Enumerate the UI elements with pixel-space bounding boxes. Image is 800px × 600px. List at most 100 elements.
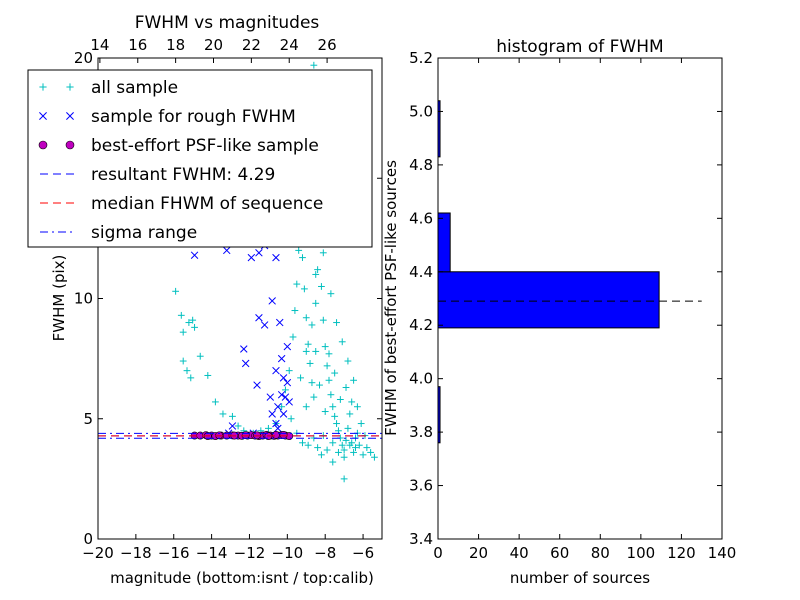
sample-point [211, 398, 219, 406]
sample-point [229, 412, 236, 420]
sample-point [357, 420, 365, 427]
legend-marker [39, 112, 47, 120]
rough-point [253, 381, 261, 389]
sample-point [314, 444, 322, 452]
rough-point [276, 318, 284, 327]
rough-point [274, 424, 282, 433]
rough-point [247, 253, 256, 262]
x-tick-label: −18 [120, 544, 152, 562]
legend-entry: median FHWM of sequence [40, 194, 323, 214]
sample-point [355, 441, 363, 449]
sample-point [329, 403, 337, 411]
rough-point [283, 342, 292, 351]
x-tick-label: −10 [272, 544, 304, 562]
legend-marker [39, 83, 47, 91]
sample-point [191, 323, 198, 331]
rough-point [255, 249, 263, 257]
sample-point [325, 350, 333, 358]
x-tick-label: −20 [82, 544, 114, 562]
rough-point [255, 313, 263, 322]
sample-point [289, 333, 297, 341]
legend-label: sigma range [91, 223, 197, 243]
scatter-y-label: FWHM (pix) [50, 255, 68, 342]
rough-point [272, 419, 280, 428]
sample-point [340, 475, 348, 483]
sample-point [352, 444, 359, 452]
psf-point [279, 430, 288, 439]
sample-point [300, 285, 308, 293]
sample-point [172, 287, 180, 295]
rough-point [279, 374, 288, 382]
sample-point [323, 362, 331, 370]
sample-point [342, 436, 350, 444]
sample-point [329, 439, 337, 447]
sample-point [308, 379, 316, 387]
sample-point [310, 393, 318, 401]
x-tick-label: −16 [158, 544, 190, 562]
sample-point [331, 369, 339, 377]
histogram-title: histogram of FWHM [496, 37, 663, 57]
legend-marker [66, 112, 74, 120]
histogram-y-ticks: 3.4 3.6 3.8 4.0 4.2 4.4 4.6 4.8 5.0 5.2 [409, 49, 722, 548]
sample-point [285, 367, 293, 375]
sample-point [367, 449, 375, 456]
sample-point [204, 372, 212, 379]
rough-point [190, 251, 199, 259]
y-tick-label: 3.8 [409, 423, 433, 441]
sample-point [291, 307, 299, 314]
sample-point [350, 376, 357, 384]
sample-point [189, 316, 197, 324]
sample-point [344, 357, 352, 365]
sample-point [293, 280, 301, 288]
y-tick-label: 4.0 [409, 370, 433, 388]
top-tick-label: 22 [242, 36, 261, 54]
rough-point [274, 402, 282, 411]
psf-point [241, 431, 250, 440]
scatter-x-ticks: −20 −18 −16 −14 −12 −10 −8 −6 [82, 534, 374, 562]
legend-label: resultant FWHM: 4.29 [91, 165, 275, 185]
sample-point [304, 441, 312, 449]
histogram-x-ticks: 0 20 40 60 80 100 120 140 [433, 58, 736, 562]
sample-point [350, 449, 357, 456]
sample-point [335, 449, 342, 456]
sample-point [219, 410, 227, 418]
sample-point [302, 314, 310, 322]
sample-point [179, 328, 187, 336]
sample-point [278, 403, 286, 411]
y-tick-label: 5.2 [409, 49, 433, 67]
sample-point [319, 316, 327, 324]
x-tick-label: −8 [314, 544, 336, 562]
sample-point [346, 441, 354, 449]
legend-label: median FHWM of sequence [91, 194, 323, 214]
sample-point [318, 283, 325, 290]
rough-point [277, 390, 286, 399]
scatter-x-label: magnitude (bottom:isnt / top:calib) [110, 569, 374, 587]
sample-point [310, 61, 318, 69]
rough-point [281, 393, 290, 401]
rough-point [241, 359, 250, 368]
sample-point [346, 410, 354, 418]
sample-point [282, 386, 289, 394]
rough-point [272, 253, 280, 262]
sample-point [327, 391, 335, 399]
sample-point [187, 374, 195, 382]
sample-point [299, 439, 306, 447]
legend-marker [38, 140, 48, 150]
x-tick-label: 100 [627, 544, 656, 562]
x-tick-label: 60 [550, 544, 569, 562]
rough-point [285, 398, 293, 406]
histogram-y-label: FWHM of best-effort PSF-like sources [382, 160, 400, 436]
x-tick-label: 0 [433, 544, 443, 562]
sample-point [321, 343, 329, 350]
sample-point [312, 299, 320, 307]
y-tick-label: 4.4 [409, 263, 433, 281]
sample-point [319, 249, 327, 257]
sample-point [179, 357, 187, 365]
sample-point [329, 458, 337, 466]
sample-point [331, 412, 339, 420]
y-tick-label: 4.6 [409, 209, 433, 227]
sample-point [299, 254, 306, 262]
legend-entry: all sample [39, 78, 178, 98]
top-tick-label: 16 [128, 36, 147, 54]
sample-point [325, 376, 333, 384]
